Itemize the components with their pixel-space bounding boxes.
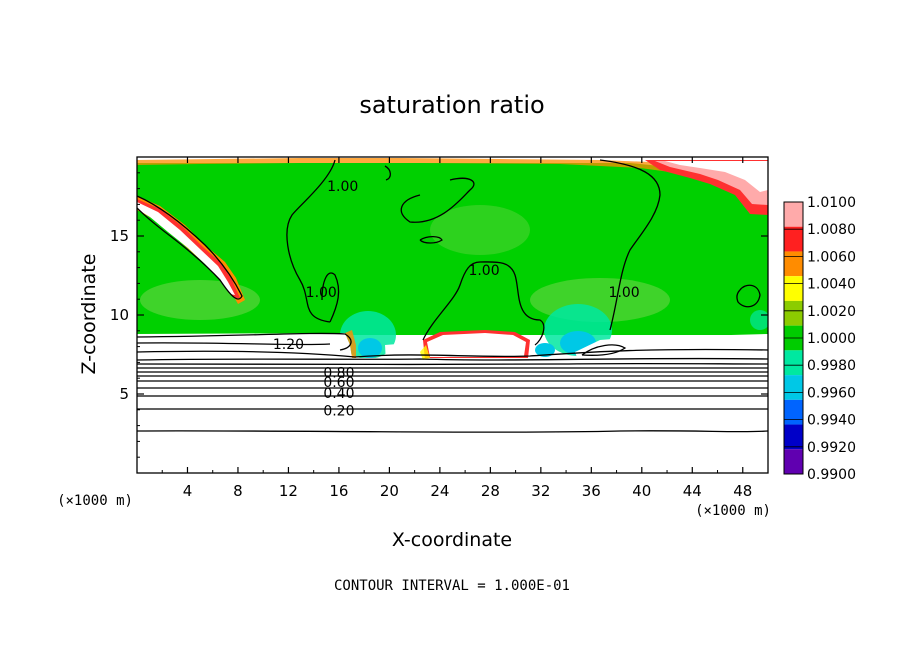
contour-line <box>581 344 627 356</box>
colorbar-label: 1.0020 <box>807 304 856 320</box>
x-tick-label: 4 <box>183 482 193 500</box>
x-tick-label: 40 <box>632 482 651 500</box>
x-tick-label: 36 <box>582 482 601 500</box>
x-axis: 4 8 12 16 20 24 28 32 36 40 44 48 <box>161 157 752 500</box>
top-band <box>137 157 768 170</box>
contour-line <box>419 235 443 244</box>
contour-line <box>137 357 768 361</box>
colorbar-label: 1.0100 <box>807 195 856 211</box>
contour-label: 0.20 <box>323 403 354 419</box>
colorbar-label: 0.9960 <box>807 385 856 401</box>
y-tick-label: 5 <box>119 385 129 403</box>
contour-line <box>137 348 768 358</box>
contour-line <box>137 375 768 377</box>
subsaturated-pocket <box>358 338 382 358</box>
chart-title: saturation ratio <box>359 91 544 119</box>
colorbar-swatch <box>784 449 803 474</box>
x-axis-unit-right: (×1000 m) <box>695 503 771 519</box>
colorbar-swatch <box>784 251 803 277</box>
y-axis-label: Z-coordinate <box>78 254 100 375</box>
colorbar-label: 0.9980 <box>807 358 856 374</box>
contour-label: 1.00 <box>468 263 499 279</box>
colorbar-swatch <box>784 226 803 252</box>
contour-line <box>137 408 768 410</box>
top-right-plume <box>665 161 768 192</box>
contour-lines <box>137 159 768 433</box>
colorbar-label: 0.9940 <box>807 413 856 429</box>
contour-line <box>137 430 768 433</box>
contour-line <box>286 159 336 323</box>
colorbar-swatch <box>784 276 803 301</box>
contour-label: 1.00 <box>609 285 640 301</box>
x-tick-label: 24 <box>430 482 449 500</box>
subsaturated-pocket <box>535 343 555 357</box>
contour-line <box>137 362 768 366</box>
contour-line <box>137 195 243 300</box>
colorbar: 1.0100 1.0080 1.0060 1.0040 1.0020 1.0000 0.99… <box>783 195 856 483</box>
contour-line <box>137 380 768 382</box>
x-axis-label: X-coordinate <box>392 529 512 551</box>
y-tick-label: 10 <box>110 306 129 324</box>
contour-label: 0.80 <box>323 365 354 381</box>
y-tick-label: 15 <box>110 227 129 245</box>
contour-line <box>137 371 768 373</box>
colorbar-swatch <box>784 375 803 400</box>
x-axis-unit-left: (×1000 m) <box>57 493 133 509</box>
contour-line <box>137 387 768 389</box>
x-tick-label: 44 <box>683 482 702 500</box>
cloud-base-band <box>620 334 768 362</box>
x-tick-label: 32 <box>531 482 550 500</box>
contour-label: 1.00 <box>327 179 358 195</box>
colorbar-swatch <box>784 399 803 425</box>
contour-label: 0.40 <box>323 386 354 402</box>
contour-line <box>400 177 475 223</box>
colorbar-label: 1.0000 <box>807 331 856 347</box>
contour-line <box>321 272 340 323</box>
x-tick-label: 28 <box>481 482 500 500</box>
colorbar-label: 1.0060 <box>807 249 856 265</box>
contour-line <box>137 395 768 397</box>
contour-label: 1.20 <box>273 337 304 353</box>
colorbar-swatch <box>784 424 803 450</box>
cloud-base-band <box>427 333 526 357</box>
cloud-base-fringe <box>420 345 430 360</box>
plot-area: 1.00 1.00 1.00 1.00 1.20 0.800.600.400.20 <box>137 157 768 473</box>
colorbar-label: 0.9920 <box>807 440 856 456</box>
top-fringe <box>137 158 768 176</box>
cloud-base-band <box>137 358 768 473</box>
contour-interval-footer: CONTOUR INTERVAL = 1.000E-01 <box>334 578 570 594</box>
diagonal-streak <box>137 202 235 295</box>
colorbar-label: 0.9900 <box>807 467 856 483</box>
x-tick-label: 48 <box>733 482 752 500</box>
colorbar-swatch <box>784 300 803 326</box>
contour-line <box>736 284 761 308</box>
contour-label: 1.00 <box>306 285 337 301</box>
y-axis: 5 10 15 <box>110 172 768 458</box>
x-tick-label: 12 <box>279 482 298 500</box>
colorbar-label: 1.0040 <box>807 277 856 293</box>
cloud-base-band <box>137 333 352 362</box>
colorbar-swatch <box>784 350 803 376</box>
contour-line <box>137 342 331 346</box>
colorbar-swatch <box>784 202 803 227</box>
contour-line <box>384 165 392 181</box>
contour-label: 0.60 <box>323 375 354 391</box>
contour-line <box>137 367 768 369</box>
contour-labels: 1.00 1.00 1.00 1.00 1.20 0.800.600.400.20 <box>273 179 640 419</box>
contour-line <box>422 261 545 346</box>
x-tick-label: 20 <box>380 482 399 500</box>
x-tick-label: 16 <box>329 482 348 500</box>
cloud-base-band <box>385 343 420 362</box>
contour-line <box>137 332 352 351</box>
colorbar-label: 1.0080 <box>807 222 856 238</box>
subsaturated-pocket <box>750 310 768 330</box>
field-patch <box>430 205 530 255</box>
contour-line <box>599 159 661 331</box>
x-tick-label: 8 <box>233 482 243 500</box>
